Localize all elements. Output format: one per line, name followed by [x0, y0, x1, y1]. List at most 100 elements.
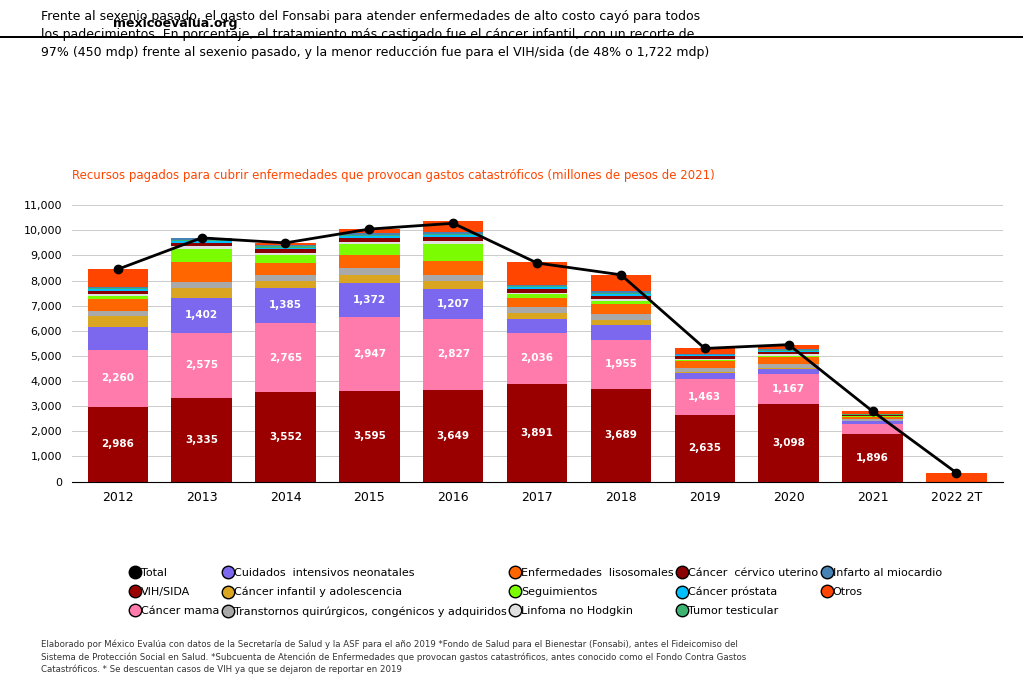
Bar	[340, 238, 400, 242]
Bar	[674, 373, 735, 378]
Bar	[842, 417, 902, 420]
Bar	[172, 288, 232, 298]
Bar	[340, 275, 400, 283]
Bar	[590, 325, 651, 340]
Bar	[424, 237, 484, 241]
Text: 3,552: 3,552	[269, 432, 302, 442]
Bar	[926, 473, 986, 482]
Bar	[674, 358, 735, 360]
Bar	[256, 255, 316, 263]
Bar	[590, 320, 651, 325]
Bar	[256, 288, 316, 323]
Bar	[590, 389, 651, 482]
Bar	[88, 350, 148, 407]
Bar	[758, 404, 818, 482]
Bar	[88, 288, 148, 290]
Bar	[842, 415, 902, 416]
Bar	[506, 312, 568, 319]
Bar	[424, 261, 484, 275]
Bar	[88, 299, 148, 311]
Text: 2,260: 2,260	[101, 373, 134, 383]
Text: 1,372: 1,372	[353, 295, 386, 305]
Bar	[256, 245, 316, 246]
Bar	[506, 288, 568, 289]
Bar	[340, 244, 400, 255]
Bar	[842, 411, 902, 414]
Bar	[506, 294, 568, 298]
Bar	[758, 345, 818, 349]
Bar	[256, 253, 316, 255]
Bar	[506, 289, 568, 292]
Bar	[88, 311, 148, 316]
Bar	[758, 364, 818, 368]
Text: 2,036: 2,036	[521, 353, 553, 363]
Text: 3,098: 3,098	[772, 438, 805, 448]
Bar	[424, 221, 484, 232]
Bar	[256, 323, 316, 392]
Text: Elaborado por México Evalúa con datos de la Secretaría de Salud y la ASF para el: Elaborado por México Evalúa con datos de…	[41, 640, 746, 674]
Bar	[674, 356, 735, 358]
Text: 1,955: 1,955	[605, 359, 637, 369]
Bar	[340, 268, 400, 275]
Bar	[88, 296, 148, 299]
Bar	[88, 407, 148, 482]
Bar	[340, 233, 400, 235]
Bar	[88, 269, 148, 288]
Bar	[758, 374, 818, 404]
Text: 1,402: 1,402	[185, 310, 218, 321]
Bar	[88, 294, 148, 296]
Bar	[340, 236, 400, 238]
Bar	[172, 282, 232, 288]
Text: Recursos pagados para cubrir enfermedades que provocan gastos catastróficos (mil: Recursos pagados para cubrir enfermedade…	[72, 169, 714, 182]
Bar	[758, 352, 818, 354]
Bar	[506, 319, 568, 333]
Text: 3,649: 3,649	[437, 431, 470, 441]
Text: Frente al sexenio pasado, el gasto del Fonsabi para atender enfermedades de alto: Frente al sexenio pasado, el gasto del F…	[41, 10, 709, 59]
Bar	[590, 304, 651, 314]
Bar	[172, 239, 232, 240]
Bar	[674, 378, 735, 416]
Bar	[590, 299, 651, 301]
Text: 1,463: 1,463	[688, 392, 721, 402]
Bar	[674, 367, 735, 372]
Bar	[424, 288, 484, 319]
Bar	[424, 241, 484, 244]
Bar	[590, 293, 651, 294]
Bar	[172, 248, 232, 261]
Bar	[590, 275, 651, 292]
Text: 2,635: 2,635	[688, 444, 721, 453]
Bar	[590, 294, 651, 296]
Bar	[674, 360, 735, 361]
Text: 2,827: 2,827	[437, 350, 470, 359]
Bar	[590, 340, 651, 389]
Bar	[172, 333, 232, 398]
Bar	[88, 316, 148, 327]
Bar	[674, 354, 735, 355]
Bar	[506, 285, 568, 286]
Bar	[340, 242, 400, 244]
Bar	[674, 416, 735, 482]
Bar	[256, 263, 316, 275]
Bar	[256, 249, 316, 253]
Bar	[424, 281, 484, 288]
Text: 1,167: 1,167	[772, 384, 805, 394]
Bar	[256, 248, 316, 249]
Bar	[674, 372, 735, 373]
Bar	[88, 327, 148, 350]
Text: 2,986: 2,986	[101, 439, 134, 449]
Text: 3,335: 3,335	[185, 435, 218, 444]
Bar	[424, 234, 484, 235]
Bar	[590, 301, 651, 304]
Bar	[842, 420, 902, 421]
Bar	[256, 243, 316, 245]
Bar	[340, 229, 400, 233]
Bar	[758, 350, 818, 351]
Bar	[256, 392, 316, 482]
Bar	[256, 281, 316, 288]
Bar	[758, 351, 818, 352]
Bar	[340, 235, 400, 236]
Text: 1,385: 1,385	[269, 301, 302, 310]
Bar	[424, 235, 484, 237]
Bar	[590, 314, 651, 320]
Bar	[506, 292, 568, 294]
